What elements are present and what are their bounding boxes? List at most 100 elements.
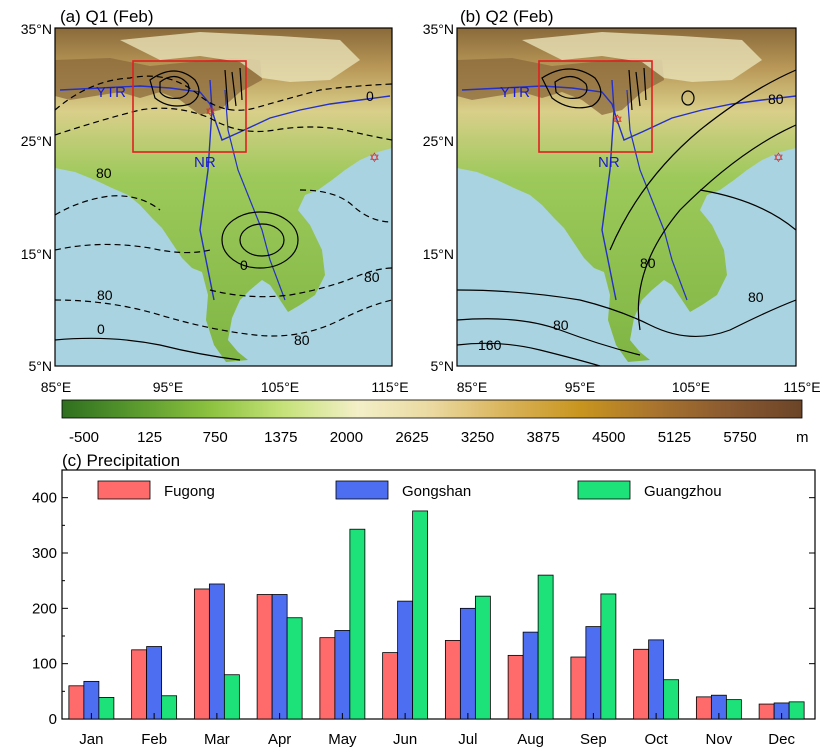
x-tick-label: Oct (644, 731, 668, 748)
panel-a-highland (120, 32, 360, 82)
bar-gongshan-aug (522, 631, 539, 720)
panel-a-nujiang (199, 79, 215, 301)
panel-a-station-marker-2: ✡ (369, 150, 380, 165)
panel-a-station-marker-1: ✡ (205, 104, 216, 119)
bar-gongshan-oct (648, 639, 665, 720)
y-tick-label: 400 (32, 490, 57, 507)
colorbar-unit: m (796, 429, 809, 446)
panel-a-y-tick: 5°N (29, 358, 53, 374)
panel-b-plateau (457, 58, 664, 115)
panel-a-y-tick: 15°N (21, 246, 52, 262)
bar-fugong-apr (256, 594, 273, 720)
chart-frame (61, 469, 816, 720)
x-tick-label: Nov (706, 731, 733, 748)
panel-b-x-tick: 95°E (565, 379, 596, 395)
x-tick-label: Jul (458, 731, 477, 748)
panel-a-ytr-label: YTR (96, 84, 126, 101)
panel-b-y-tick: 5°N (431, 358, 455, 374)
panel-a-box (132, 60, 247, 153)
panel-a-contour-label: 80 (96, 165, 112, 181)
panel-a-x-tick: 95°E (153, 379, 184, 395)
bar-guangzhou-may (349, 528, 366, 720)
panel-b-mekong (626, 89, 688, 301)
colorbar-tick-label: 2625 (395, 429, 428, 446)
precip-chart: (c) Precipitation 0 100 200 300 400 Jan Feb Ma… (32, 451, 816, 748)
bar-guangzhou-feb (161, 695, 178, 720)
panel-a-land (55, 28, 392, 362)
chart-y-axis: 0 100 200 300 400 (32, 490, 815, 728)
x-tick-label: May (328, 731, 357, 748)
panel-b-box (538, 60, 653, 153)
panel-b-highland (522, 32, 762, 82)
panel-b-nr-label: NR (598, 154, 620, 171)
bar-guangzhou-jan (98, 697, 115, 720)
bar-fugong-may (319, 637, 336, 720)
panel-b-y-tick: 15°N (423, 246, 454, 262)
bar-fugong-nov (695, 696, 712, 720)
x-tick-label: Mar (204, 731, 230, 748)
colorbar-gradient (61, 399, 803, 419)
panel-a-x-tick: 85°E (41, 379, 72, 395)
bar-gongshan-jul (459, 607, 476, 720)
x-tick-label: Jan (79, 731, 103, 748)
legend-swatch-fugong (97, 480, 151, 500)
panel-a-plateau (55, 58, 262, 115)
colorbar-tick-label: 2000 (330, 429, 363, 446)
panel-b-station-marker-1: ✡ (612, 112, 623, 127)
panel-b-title: (b) Q2 (Feb) (460, 7, 554, 26)
colorbar-tick-label: 1375 (264, 429, 297, 446)
panel-a-x-tick: 115°E (371, 379, 408, 395)
panel-a-contour-label: 80 (97, 287, 113, 303)
panel-b-x-tick: 115°E (783, 379, 820, 395)
bar-fugong-sep (570, 656, 587, 720)
x-tick-label: Feb (141, 731, 167, 748)
chart-title: (c) Precipitation (62, 451, 180, 470)
panel-a-contours (55, 67, 392, 361)
panel-a-yangtze (59, 85, 391, 141)
panel-b-station-marker-2: ✡ (773, 150, 784, 165)
bar-guangzhou-dec (788, 701, 805, 720)
colorbar-tick-label: 3250 (461, 429, 494, 446)
panel-b-x-tick: 105°E (672, 379, 710, 395)
map-panel-a: (a) Q1 (Feb) (21, 7, 409, 395)
bar-gongshan-sep (585, 626, 602, 720)
panel-b-contour-label: 160 (478, 337, 502, 353)
bar-guangzhou-jul (474, 595, 491, 720)
panel-a-contour-label: 0 (97, 321, 105, 337)
panel-b-contour-label: 80 (640, 255, 656, 271)
panel-b-frame (456, 27, 797, 367)
panel-b-y-axis: 35°N 25°N 15°N 5°N (423, 21, 454, 374)
y-tick-label: 200 (32, 600, 57, 617)
panel-a-contour-label: 80 (364, 269, 380, 285)
bar-guangzhou-sep (600, 593, 617, 720)
map-panel-b: (b) Q2 (Feb) YTR NR (423, 7, 821, 395)
y-tick-label: 0 (49, 711, 57, 728)
bar-gongshan-apr (271, 594, 288, 720)
panel-a-y-axis: 35°N 25°N 15°N 5°N (21, 21, 52, 374)
panel-a-x-tick: 105°E (261, 379, 299, 395)
panel-b-nujiang (601, 79, 617, 301)
colorbar-tick-label: 5125 (658, 429, 691, 446)
bar-gongshan-feb (146, 646, 163, 720)
colorbar-ticks: -500 125 750 1375 2000 2625 3250 3875 4500 5125 57… (69, 429, 757, 446)
colorbar-tick-label: 4500 (592, 429, 625, 446)
bar-guangzhou-nov (725, 699, 742, 720)
panel-a-y-tick: 35°N (21, 21, 52, 37)
bar-fugong-jan (68, 685, 85, 720)
panel-a-nr-label: NR (194, 154, 216, 171)
x-tick-label: Dec (768, 731, 795, 748)
panel-b-y-tick: 35°N (423, 21, 454, 37)
chart-legend: Fugong Gongshan Guangzhou (97, 480, 722, 500)
y-tick-label: 300 (32, 545, 57, 562)
colorbar-tick-label: 5750 (723, 429, 756, 446)
bar-fugong-feb (131, 649, 148, 720)
bar-fugong-jun (382, 652, 399, 720)
panel-b-yangtze (461, 85, 796, 141)
legend-label-fugong: Fugong (164, 483, 215, 500)
panel-b-land (457, 28, 796, 362)
panel-a-x-axis: 85°E 95°E 105°E 115°E (41, 379, 409, 395)
y-tick-label: 100 (32, 656, 57, 673)
bar-guangzhou-oct (663, 679, 680, 720)
bar-gongshan-may (334, 630, 351, 720)
